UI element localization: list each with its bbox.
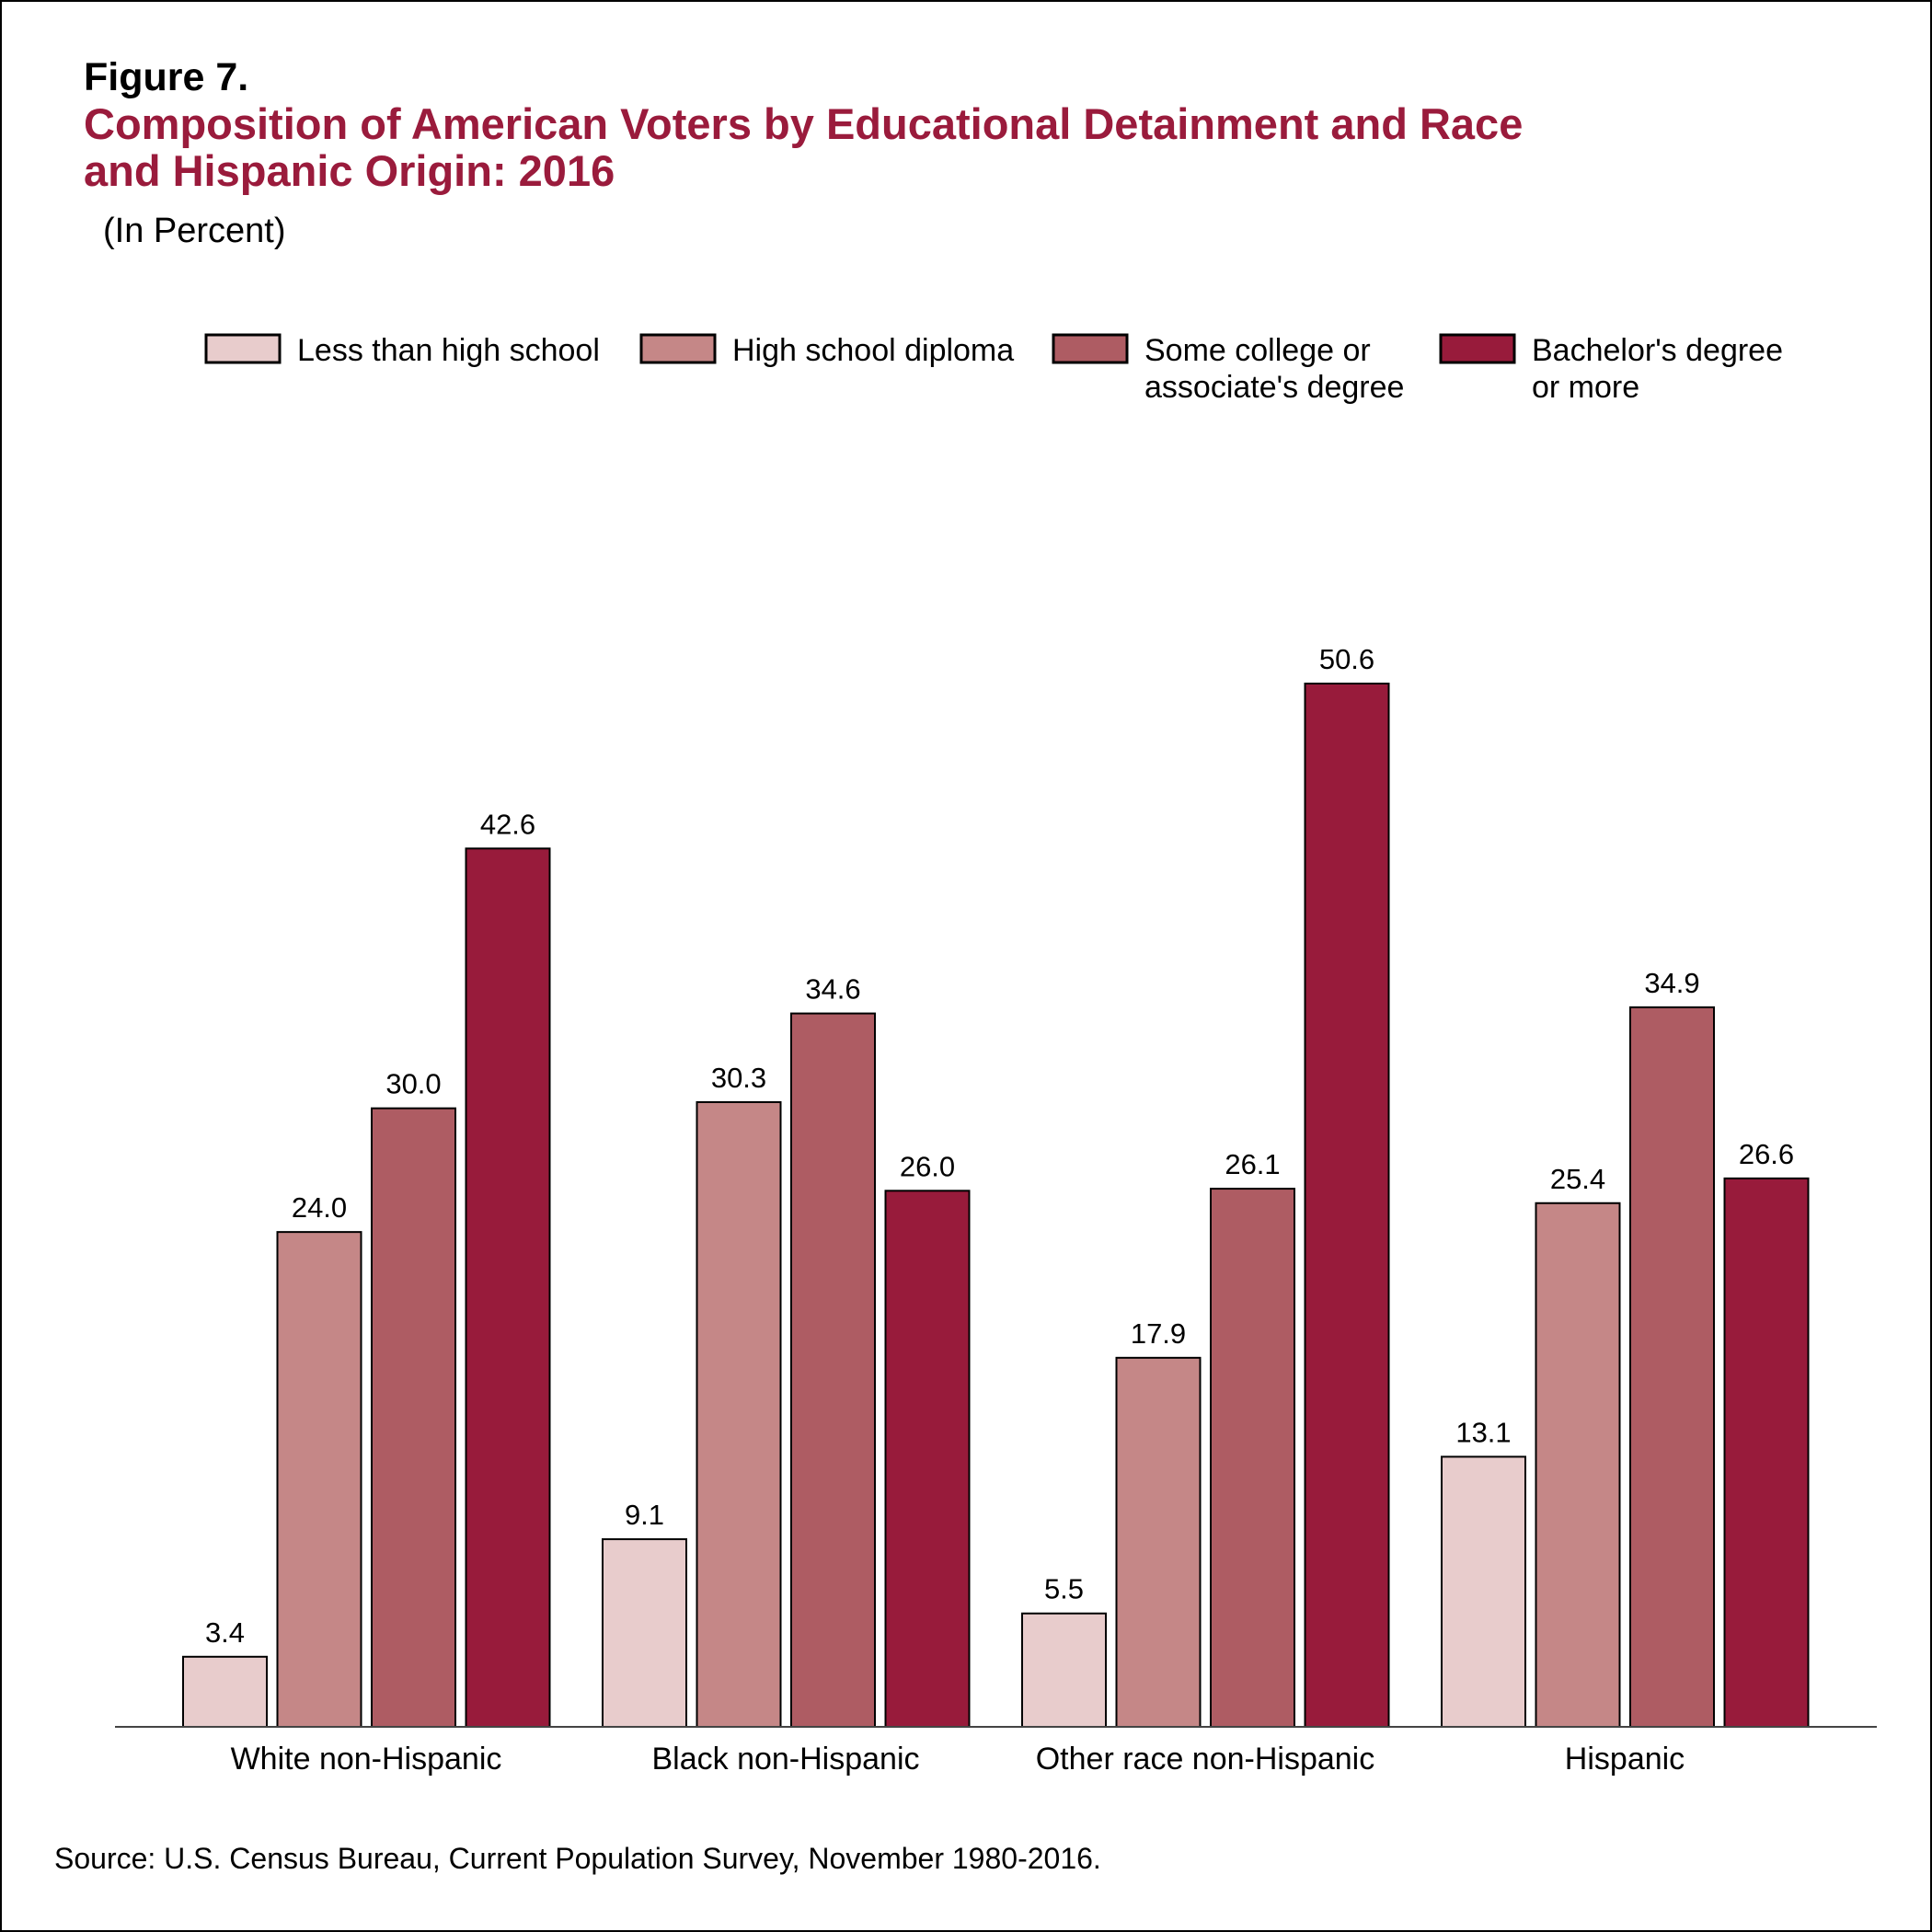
bar-hispanic-high-school-diploma xyxy=(1535,1202,1621,1728)
legend-swatch xyxy=(1439,333,1516,364)
data-label: 9.1 xyxy=(625,1499,664,1531)
bar-black-non-hispanic-some-college-or-associate-s-degree xyxy=(790,1012,876,1728)
chart-title: Composition of American Voters by Educat… xyxy=(84,100,1832,194)
data-label: 34.6 xyxy=(805,973,860,1006)
bar-group-hispanic xyxy=(1441,1006,1810,1729)
x-tick-labels: White non-Hispanic Black non-Hispanic Othe… xyxy=(231,1742,1685,1777)
bar-white-non-hispanic-high-school-diploma xyxy=(276,1231,362,1728)
data-label: 5.5 xyxy=(1044,1573,1084,1605)
bar-hispanic-less-than-high-school xyxy=(1441,1455,1526,1729)
figure-label: Figure 7. xyxy=(84,55,249,99)
legend: Less than high school High school diploma… xyxy=(204,333,1783,405)
chart-subtitle: (In Percent) xyxy=(103,212,286,250)
legend-swatch xyxy=(204,333,282,364)
data-label: 26.1 xyxy=(1225,1148,1280,1180)
bar-hispanic-bachelor-s-degree-or-more xyxy=(1723,1177,1810,1728)
data-label: 26.0 xyxy=(900,1150,955,1182)
source-note: Source: U.S. Census Bureau, Current Popu… xyxy=(54,1842,1101,1875)
data-label: 13.1 xyxy=(1455,1416,1511,1448)
chart-title-line-2: and Hispanic Origin: 2016 xyxy=(84,146,615,195)
bar-black-non-hispanic-bachelor-s-degree-or-more xyxy=(884,1190,971,1728)
data-label: 24.0 xyxy=(292,1191,347,1224)
x-tick-label-black-non-hispanic: Black non-Hispanic xyxy=(651,1742,919,1777)
bar-white-non-hispanic-some-college-or-associate-s-degree xyxy=(371,1107,456,1728)
legend-label: Some college or xyxy=(1144,333,1371,368)
x-tick-label-white-non-hispanic: White non-Hispanic xyxy=(231,1742,502,1777)
bar-other-race-non-hispanic-some-college-or-associate-s-degree xyxy=(1210,1188,1295,1728)
bar-white-non-hispanic-bachelor-s-degree-or-more xyxy=(465,847,551,1728)
legend-item-high-school-diploma: High school diploma xyxy=(639,333,1014,368)
x-tick-label-hispanic: Hispanic xyxy=(1565,1742,1685,1777)
bar-groups xyxy=(182,683,1810,1729)
data-label: 3.4 xyxy=(205,1616,245,1649)
bar-other-race-non-hispanic-high-school-diploma xyxy=(1115,1356,1202,1729)
bar-black-non-hispanic-high-school-diploma xyxy=(696,1100,782,1729)
bar-white-non-hispanic-less-than-high-school xyxy=(182,1655,268,1728)
data-label: 34.9 xyxy=(1644,967,1699,999)
bar-black-non-hispanic-less-than-high-school xyxy=(602,1538,687,1729)
data-label: 30.3 xyxy=(711,1062,766,1094)
bar-other-race-non-hispanic-bachelor-s-degree-or-more xyxy=(1304,683,1390,1728)
data-label: 17.9 xyxy=(1131,1317,1186,1350)
legend-label: High school diploma xyxy=(732,333,1014,368)
legend-swatch xyxy=(1052,333,1129,364)
bar-group-white-non-hispanic xyxy=(182,847,551,1728)
data-label: 25.4 xyxy=(1550,1163,1605,1195)
legend-item-less-than-high-school: Less than high school xyxy=(204,333,600,368)
bar-group-black-non-hispanic xyxy=(602,1012,971,1729)
legend-label: associate's degree xyxy=(1144,370,1404,405)
legend-swatch xyxy=(639,333,717,364)
legend-label: Bachelor's degree xyxy=(1532,333,1783,368)
data-label: 30.0 xyxy=(385,1068,441,1100)
data-label: 42.6 xyxy=(480,808,535,840)
data-label: 50.6 xyxy=(1319,643,1374,675)
legend-label: Less than high school xyxy=(297,333,600,368)
data-labels: 3.4 24.0 30.0 42.6 9.1 30.3 34.6 26.0 5.5 17.9 26.… xyxy=(205,643,1794,1649)
bar-hispanic-some-college-or-associate-s-degree xyxy=(1629,1006,1715,1728)
bar-other-race-non-hispanic-less-than-high-school xyxy=(1021,1612,1107,1729)
bar-group-other-race-non-hispanic xyxy=(1021,683,1390,1729)
legend-label: or more xyxy=(1532,370,1639,405)
data-label: 26.6 xyxy=(1739,1138,1794,1170)
chart-title-line-1: Composition of American Voters by Educat… xyxy=(84,99,1524,148)
x-tick-label-other-race-non-hispanic: Other race non-Hispanic xyxy=(1036,1742,1375,1777)
